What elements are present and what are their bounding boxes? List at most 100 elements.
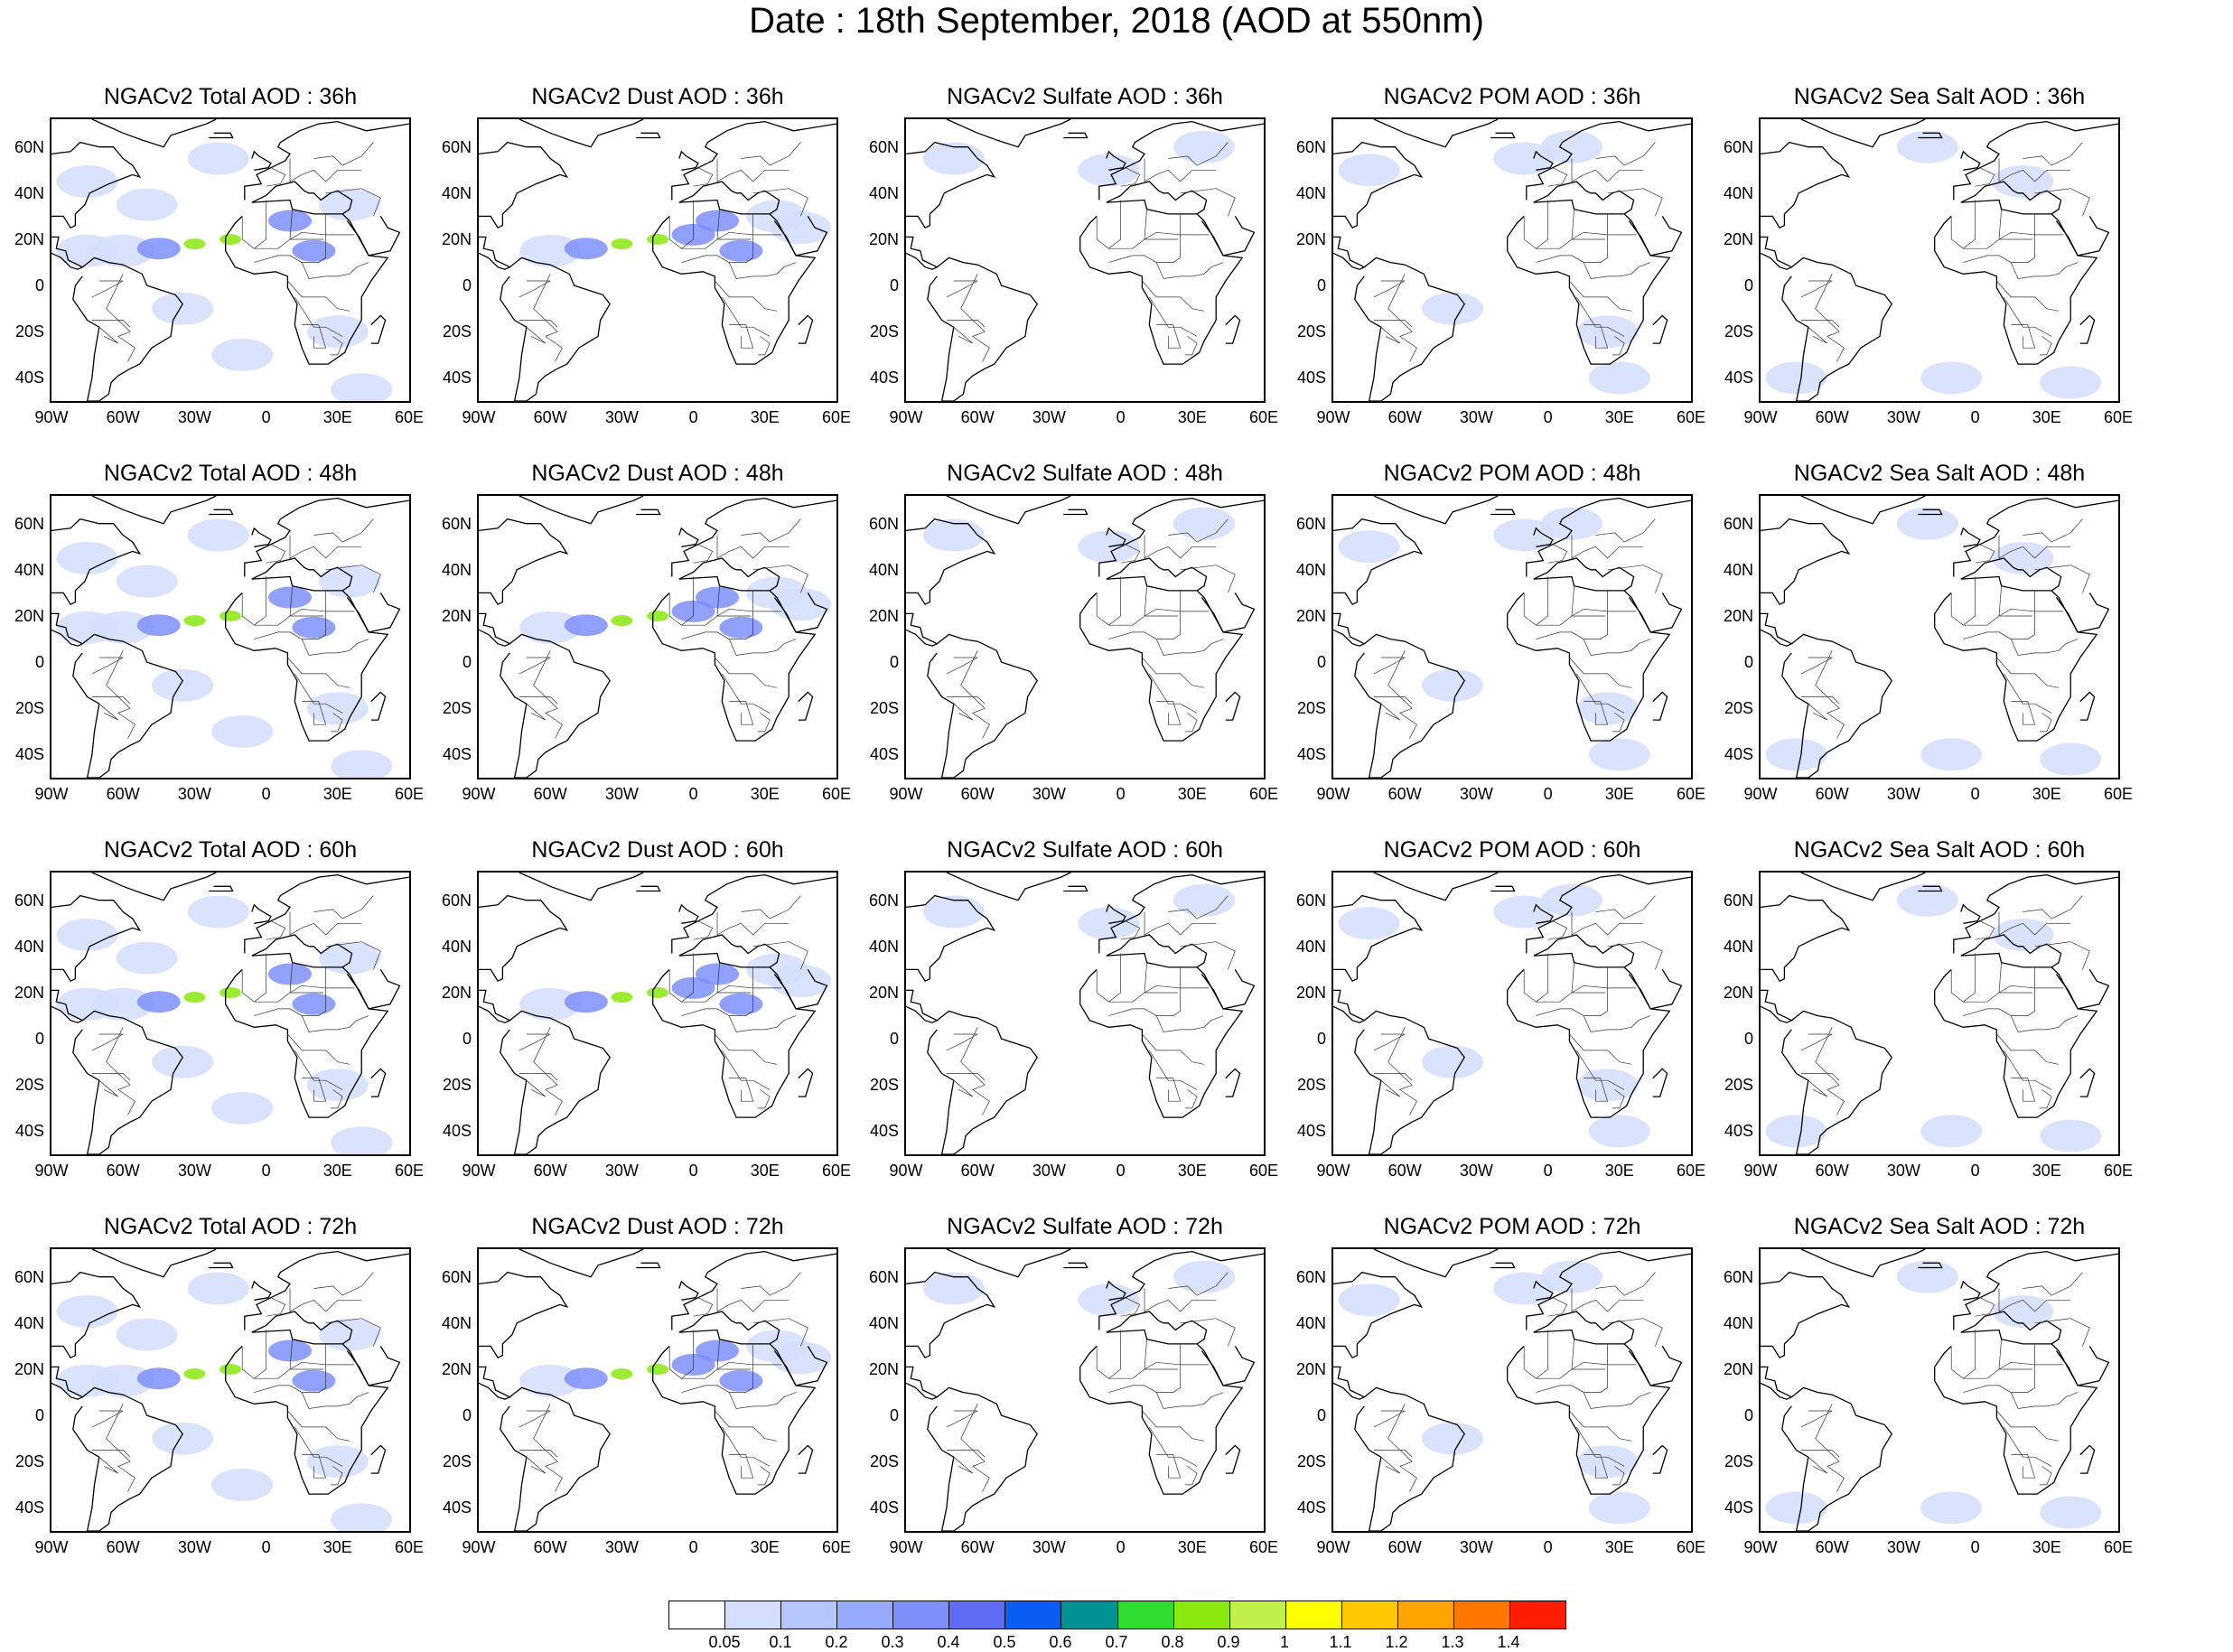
aod-map bbox=[906, 873, 1264, 1154]
coastline-southAmerica bbox=[927, 633, 1038, 778]
aod-field-shading bbox=[647, 1363, 668, 1375]
country-border bbox=[960, 650, 990, 739]
aod-field-shading bbox=[331, 750, 393, 778]
coastline-europe bbox=[1953, 120, 2118, 201]
aod-field-shading bbox=[292, 1369, 336, 1392]
coastline-madagascar bbox=[1225, 691, 1241, 721]
latitude-label: 40S bbox=[442, 745, 472, 764]
latitude-label: 0 bbox=[1316, 653, 1326, 672]
country-border bbox=[302, 1454, 327, 1479]
coastline-mediterranean bbox=[678, 1311, 780, 1345]
latitude-label: 20S bbox=[14, 1076, 44, 1095]
latitude-label: 40S bbox=[14, 1498, 44, 1517]
latitude-label: 40N bbox=[14, 560, 44, 579]
coastline-africa bbox=[652, 575, 817, 742]
coastline-britain bbox=[1960, 1280, 1981, 1301]
coastline-southAmerica bbox=[72, 633, 183, 778]
country-border bbox=[2034, 1343, 2064, 1366]
coastline-centralAmerica bbox=[906, 989, 939, 1023]
country-border bbox=[752, 1318, 808, 1347]
aod-field-shading bbox=[56, 1295, 118, 1329]
map-panel-pom: NGACv2 POM AOD : 60h 60N 40N 20N 0 20S 40S 90W 6… bbox=[1296, 835, 1705, 1180]
map-panel-seasalt: NGACv2 Sea Salt AOD : 36h 60N 40N 20N 0 20S 40… bbox=[1724, 81, 2133, 426]
country-border bbox=[533, 1404, 563, 1492]
country-border bbox=[693, 167, 714, 187]
latitude-label: 20N bbox=[1295, 983, 1326, 1002]
country-border bbox=[1155, 1392, 1224, 1409]
longitude-label: 60E bbox=[821, 1538, 852, 1556]
latitude-label: 20S bbox=[442, 699, 472, 718]
aod-field-shading bbox=[1588, 361, 1650, 395]
longitude-label: 60E bbox=[2103, 785, 2134, 803]
country-border bbox=[1547, 920, 1568, 940]
longitude-label: 60W bbox=[1815, 408, 1849, 426]
longitude-label: 90W bbox=[889, 1162, 923, 1180]
country-border bbox=[722, 296, 771, 337]
country-border bbox=[325, 565, 381, 593]
coastline-africa bbox=[1079, 199, 1244, 365]
coastline-northAmerica bbox=[1761, 518, 1851, 606]
coastline-iceland bbox=[1063, 509, 1088, 516]
coastline-africa bbox=[1507, 575, 1671, 742]
aod-map bbox=[1761, 873, 2118, 1154]
coastline-africa bbox=[225, 952, 389, 1118]
coastline-britain bbox=[251, 527, 272, 547]
longitude-label: 0 bbox=[1543, 408, 1553, 426]
country-border bbox=[1380, 1456, 1401, 1474]
longitude-label: 60W bbox=[1387, 408, 1422, 426]
coastline-britain bbox=[1960, 903, 1981, 924]
latitude-label: 0 bbox=[34, 276, 44, 295]
aod-map bbox=[906, 496, 1264, 778]
country-border bbox=[1571, 209, 1605, 240]
longitude-label: 30W bbox=[177, 1538, 211, 1556]
country-border bbox=[1536, 200, 1548, 249]
aod-field-shading bbox=[1338, 154, 1400, 187]
country-border bbox=[741, 142, 801, 166]
map-panel-total: NGACv2 Total AOD : 48h 60N 40N 20N 0 20S 40S 90… bbox=[14, 458, 424, 803]
colorbar-tick-label: 0.1 bbox=[769, 1633, 792, 1651]
country-border bbox=[715, 280, 778, 312]
country-border bbox=[1156, 324, 1182, 349]
aod-field-shading bbox=[696, 1339, 739, 1362]
longitude-label: 0 bbox=[1543, 785, 1553, 803]
coastline-northAmerica bbox=[906, 518, 996, 606]
aod-field-shading bbox=[2040, 1496, 2102, 1529]
country-border bbox=[533, 650, 563, 739]
panel-title: NGACv2 POM AOD : 72h bbox=[1383, 1214, 1641, 1239]
coastline-mediterranean bbox=[1533, 557, 1635, 592]
country-border bbox=[729, 701, 754, 725]
country-border bbox=[728, 1392, 797, 1409]
latitude-label: 40S bbox=[442, 1498, 472, 1517]
longitude-label: 0 bbox=[1970, 1538, 1980, 1556]
coastline-arabia bbox=[773, 969, 828, 1010]
colorbar-tick-label: 1.2 bbox=[1385, 1633, 1408, 1651]
aod-field-shading bbox=[1541, 883, 1602, 917]
coastline-arabia bbox=[2055, 1346, 2110, 1386]
map-plot-area bbox=[1331, 871, 1693, 1156]
country-border bbox=[681, 200, 694, 249]
country-border bbox=[1595, 518, 1656, 543]
longitude-label: 0 bbox=[261, 785, 271, 803]
latitude-label: 0 bbox=[34, 1406, 44, 1425]
latitude-label: 60N bbox=[1723, 514, 1753, 533]
country-border bbox=[715, 1033, 778, 1065]
map-panel-pom: NGACv2 POM AOD : 72h 60N 40N 20N 0 20S 40S 90W 6… bbox=[1296, 1211, 1705, 1556]
country-border bbox=[2034, 565, 2090, 593]
latitude-label: 40N bbox=[441, 1313, 472, 1332]
map-panel-dust: NGACv2 Dust AOD : 48h 60N 40N 20N 0 20S 40S 90W… bbox=[442, 458, 851, 803]
aod-map bbox=[1761, 496, 2118, 778]
colorbar-tick-label: 0.3 bbox=[881, 1633, 904, 1651]
country-border bbox=[1571, 911, 1644, 936]
coastline-madagascar bbox=[370, 691, 387, 721]
latitude-label: 20S bbox=[442, 1076, 472, 1095]
coastline-centralAmerica bbox=[1333, 989, 1366, 1023]
coastline-southAmerica bbox=[1354, 257, 1465, 401]
coastline-iceland bbox=[1490, 1262, 1516, 1269]
country-border bbox=[2011, 1078, 2036, 1102]
aod-field-shading bbox=[319, 188, 380, 221]
aod-field-shading bbox=[1588, 1115, 1650, 1148]
country-border bbox=[1612, 1466, 1625, 1486]
coastline-madagascar bbox=[2079, 1068, 2096, 1097]
longitude-label: 90W bbox=[462, 785, 496, 803]
colorbar-swatch bbox=[949, 1601, 1006, 1629]
